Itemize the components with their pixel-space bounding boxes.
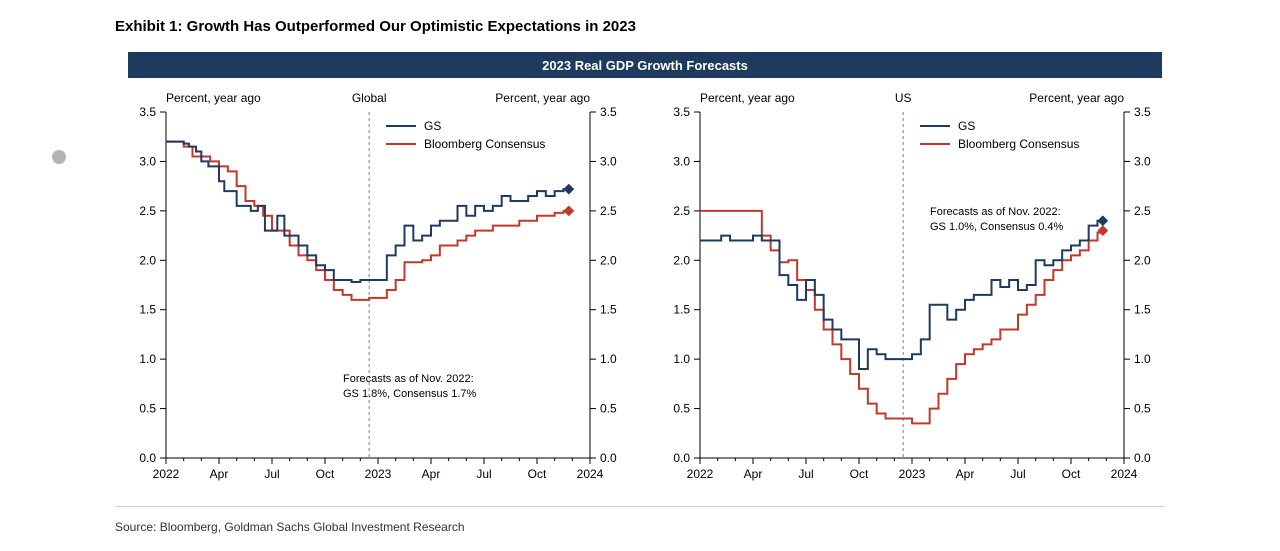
exhibit-page: Exhibit 1: Growth Has Outperformed Our O…: [0, 0, 1280, 551]
xtick-label: Apr: [744, 467, 763, 481]
ytick-label-right: 0.5: [600, 402, 617, 416]
chart-svg: 0.0 0.0 0.5 0.5 1.0 1.0 1.5 1.5 2.0 2.0 2.5 2.5 3.0 3…: [662, 82, 1162, 492]
panel-us: 0.0 0.0 0.5 0.5 1.0 1.0 1.5 1.5 2.0 2.0 2.5 2.5 3.0 3…: [662, 82, 1162, 492]
panel-global: 0.0 0.0 0.5 0.5 1.0 1.0 1.5 1.5 2.0 2.0 2.5 2.5 3.0 3…: [128, 82, 628, 492]
xtick-label: 2022: [687, 467, 714, 481]
xtick-label: Oct: [528, 467, 547, 481]
xtick-label: Jul: [476, 467, 491, 481]
ytick-label: 0.0: [673, 451, 690, 465]
footer-divider: [115, 506, 1165, 507]
ytick-label: 1.0: [673, 352, 690, 366]
ytick-label: 3.5: [673, 105, 690, 119]
forecast-annotation: GS 1.8%, Consensus 1.7%: [343, 388, 477, 400]
series-bloomberg: [700, 211, 1103, 424]
chart-panels: 0.0 0.0 0.5 0.5 1.0 1.0 1.5 1.5 2.0 2.0 2.5 2.5 3.0 3…: [128, 82, 1162, 492]
legend-label: Bloomberg Consensus: [424, 137, 545, 151]
y-axis-label-right: Percent, year ago: [1029, 91, 1124, 105]
xtick-label: Apr: [210, 467, 229, 481]
ytick-label-right: 0.5: [1134, 402, 1151, 416]
legend-label: Bloomberg Consensus: [958, 137, 1079, 151]
ytick-label-right: 1.0: [600, 352, 617, 366]
ytick-label: 2.5: [139, 204, 156, 218]
forecast-annotation: Forecasts as of Nov. 2022:: [343, 373, 474, 385]
ytick-label: 3.0: [673, 154, 690, 168]
legend-label: GS: [958, 119, 975, 133]
y-axis-label-left: Percent, year ago: [166, 91, 261, 105]
ytick-label: 1.5: [139, 303, 156, 317]
ytick-label: 0.0: [139, 451, 156, 465]
forecast-annotation: GS 1.0%, Consensus 0.4%: [930, 221, 1064, 233]
ytick-label-right: 3.0: [1134, 154, 1151, 168]
ytick-label: 0.5: [673, 402, 690, 416]
exhibit-title: Exhibit 1: Growth Has Outperformed Our O…: [115, 18, 636, 35]
panel-title: Global: [352, 91, 387, 105]
chart-svg: 0.0 0.0 0.5 0.5 1.0 1.0 1.5 1.5 2.0 2.0 2.5 2.5 3.0 3…: [128, 82, 628, 492]
ytick-label-right: 0.0: [1134, 451, 1151, 465]
ytick-label-right: 3.0: [600, 154, 617, 168]
xtick-label: 2022: [153, 467, 180, 481]
ytick-label-right: 2.0: [1134, 253, 1151, 267]
chart-banner: 2023 Real GDP Growth Forecasts: [128, 52, 1162, 78]
series-end-marker: [563, 205, 574, 216]
series-end-marker: [1097, 215, 1108, 226]
series-end-marker: [563, 184, 574, 195]
left-margin-bullet: [52, 150, 66, 164]
xtick-label: Apr: [422, 467, 441, 481]
series-gs: [166, 142, 569, 282]
series-bloomberg: [166, 142, 569, 300]
ytick-label: 0.5: [139, 402, 156, 416]
forecast-annotation: Forecasts as of Nov. 2022:: [930, 206, 1061, 218]
ytick-label: 2.0: [139, 253, 156, 267]
legend-label: GS: [424, 119, 441, 133]
panel-title: US: [895, 91, 912, 105]
ytick-label-right: 3.5: [1134, 105, 1151, 119]
ytick-label-right: 2.0: [600, 253, 617, 267]
xtick-label: 2024: [577, 467, 604, 481]
y-axis-label-left: Percent, year ago: [700, 91, 795, 105]
xtick-label: Oct: [1062, 467, 1081, 481]
ytick-label: 1.0: [139, 352, 156, 366]
xtick-label: Jul: [1010, 467, 1025, 481]
xtick-label: Oct: [850, 467, 869, 481]
xtick-label: Jul: [264, 467, 279, 481]
series-end-marker: [1097, 225, 1108, 236]
ytick-label-right: 0.0: [600, 451, 617, 465]
ytick-label: 2.5: [673, 204, 690, 218]
ytick-label-right: 2.5: [600, 204, 617, 218]
ytick-label-right: 1.5: [1134, 303, 1151, 317]
ytick-label: 1.5: [673, 303, 690, 317]
xtick-label: 2023: [365, 467, 392, 481]
ytick-label: 3.5: [139, 105, 156, 119]
xtick-label: Apr: [956, 467, 975, 481]
ytick-label-right: 2.5: [1134, 204, 1151, 218]
ytick-label: 2.0: [673, 253, 690, 267]
y-axis-label-right: Percent, year ago: [495, 91, 590, 105]
ytick-label-right: 3.5: [600, 105, 617, 119]
xtick-label: 2023: [899, 467, 926, 481]
xtick-label: Oct: [316, 467, 335, 481]
ytick-label-right: 1.5: [600, 303, 617, 317]
xtick-label: 2024: [1111, 467, 1138, 481]
chart-banner-label: 2023 Real GDP Growth Forecasts: [542, 58, 748, 73]
ytick-label-right: 1.0: [1134, 352, 1151, 366]
xtick-label: Jul: [798, 467, 813, 481]
source-attribution: Source: Bloomberg, Goldman Sachs Global …: [115, 520, 465, 534]
ytick-label: 3.0: [139, 154, 156, 168]
